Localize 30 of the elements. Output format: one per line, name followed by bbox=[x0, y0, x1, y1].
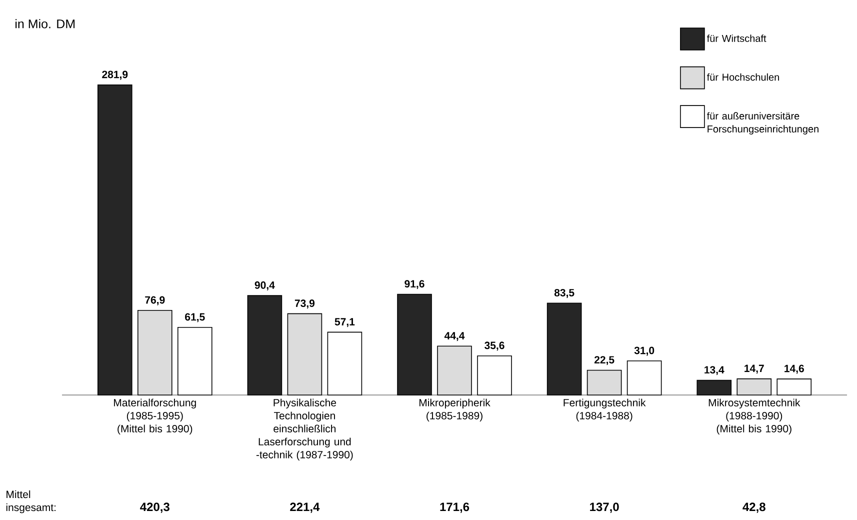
data-label: 61,5 bbox=[185, 313, 205, 322]
data-label: 31,0 bbox=[634, 346, 654, 356]
text: 420,3 bbox=[140, 502, 170, 513]
legend-label: für Hochschulen bbox=[706, 73, 779, 81]
x-tick-label: Fertigungstechnik (1984-1988) bbox=[564, 398, 646, 422]
data-label: 14,6 bbox=[784, 364, 804, 374]
data-label: 281,9 bbox=[102, 70, 128, 80]
x-tick-label: Mikroperipherik (1985-1989) bbox=[419, 398, 490, 422]
text: 171,6 bbox=[440, 502, 470, 513]
x-tick-label: Physikalische Technologien einschließlich Laserforschung und -technik (1987-1990) bbox=[256, 398, 353, 460]
legend-label: für Wirtschaft bbox=[706, 34, 766, 42]
data-label: 57,1 bbox=[334, 318, 355, 327]
data-label: 22,5 bbox=[594, 356, 614, 366]
text: Mittel insgesamt: bbox=[6, 490, 56, 514]
data-label: 76,9 bbox=[145, 296, 165, 306]
x-tick-label: Mikrosystemtechnik (1988-1990) (Mittel bis 1990) bbox=[708, 398, 800, 434]
y-axis-title: in Mio. DM bbox=[16, 19, 75, 28]
data-label: 90,4 bbox=[254, 281, 275, 290]
data-label: 83,5 bbox=[554, 288, 574, 298]
text: 221,4 bbox=[290, 502, 320, 513]
text: 137,0 bbox=[590, 502, 619, 513]
data-label: 13,4 bbox=[704, 366, 724, 376]
data-label: 14,7 bbox=[744, 364, 764, 374]
data-label: 73,9 bbox=[294, 300, 315, 309]
x-tick-label: Materialforschung (1985-1995) (Mittel bis 1990) bbox=[114, 398, 196, 434]
data-label: 91,6 bbox=[404, 280, 424, 290]
text: 42,8 bbox=[742, 502, 766, 513]
data-label: 35,6 bbox=[484, 342, 504, 351]
legend-label: für außeruniversitäre Forschungseinrichtungen bbox=[706, 112, 818, 134]
data-label: 44,4 bbox=[444, 332, 465, 341]
